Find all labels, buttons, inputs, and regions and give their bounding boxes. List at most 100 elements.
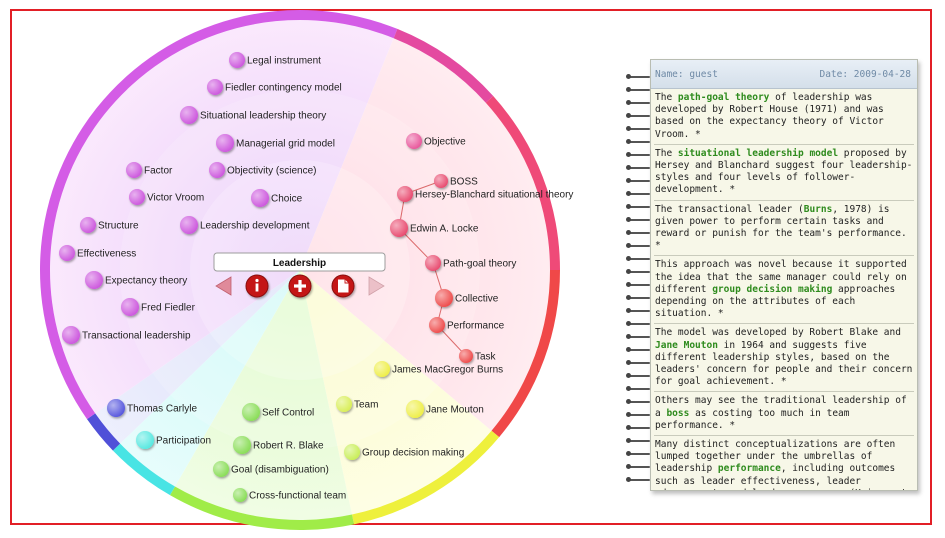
concept-node[interactable]: Edwin A. Locke: [390, 219, 479, 237]
concept-node[interactable]: Team: [336, 396, 378, 412]
node-label[interactable]: Hersey-Blanchard situational theory: [415, 190, 573, 201]
node-label[interactable]: Group decision making: [362, 448, 464, 459]
node-label[interactable]: Self Control: [262, 408, 314, 419]
node-highlight: [233, 436, 251, 454]
document-icon[interactable]: [331, 274, 355, 298]
node-highlight: [336, 396, 352, 412]
concept-node[interactable]: Thomas Carlyle: [107, 399, 197, 417]
node-label[interactable]: Robert R. Blake: [253, 441, 324, 452]
node-label[interactable]: Choice: [271, 194, 303, 205]
concept-node[interactable]: Factor: [126, 162, 173, 178]
note-keyword[interactable]: Jane Mouton: [655, 339, 718, 351]
node-label[interactable]: Legal instrument: [247, 56, 321, 67]
concept-node[interactable]: Objective: [406, 133, 466, 149]
concept-node[interactable]: Participation: [136, 431, 211, 449]
note-keyword[interactable]: situational leadership model: [677, 147, 839, 159]
concept-node[interactable]: Transactional leadership: [62, 326, 191, 344]
next-arrow-icon[interactable]: [368, 276, 385, 296]
concept-node[interactable]: Self Control: [242, 403, 314, 421]
note-entry: The situational leadership model propose…: [654, 145, 914, 201]
node-label[interactable]: Participation: [156, 436, 211, 447]
node-label[interactable]: Managerial grid model: [236, 139, 335, 150]
note-text: , including outcomes such as leader effe…: [655, 463, 907, 490]
note-keyword[interactable]: Burns: [803, 203, 833, 215]
concept-node[interactable]: James MacGregor Burns: [374, 361, 503, 377]
concept-nodes[interactable]: Legal instrument Fiedler contingency mode…: [59, 52, 573, 502]
node-highlight: [425, 255, 441, 271]
concept-node[interactable]: Structure: [80, 217, 139, 233]
binding-ring: [626, 437, 650, 445]
info-icon[interactable]: [245, 274, 269, 298]
binding-ring: [626, 476, 650, 484]
concept-node[interactable]: Objectivity (science): [209, 162, 316, 178]
node-label[interactable]: Fiedler contingency model: [225, 83, 342, 94]
concept-node[interactable]: Managerial grid model: [216, 134, 335, 152]
concept-node[interactable]: Cross-functional team: [233, 488, 346, 502]
concept-node[interactable]: Fred Fiedler: [121, 298, 196, 316]
sector-cyan: [120, 270, 301, 487]
concept-node[interactable]: Path-goal theory: [425, 255, 516, 271]
notepad-sheet: Name: guest Date: 2009-04-28 The path-go…: [650, 59, 918, 491]
concept-node[interactable]: Collective: [435, 289, 499, 307]
node-label[interactable]: Path-goal theory: [443, 259, 516, 270]
node-label[interactable]: Objective: [424, 137, 466, 148]
concept-node[interactable]: Legal instrument: [229, 52, 321, 68]
concept-node[interactable]: Victor Vroom: [129, 189, 204, 205]
node-label[interactable]: BOSS: [450, 177, 478, 188]
node-label[interactable]: Factor: [144, 166, 173, 177]
node-label[interactable]: Leadership development: [200, 221, 310, 232]
notepad: Name: guest Date: 2009-04-28 The path-go…: [626, 59, 918, 491]
node-label[interactable]: Edwin A. Locke: [410, 224, 479, 235]
node-label[interactable]: James MacGregor Burns: [392, 365, 503, 376]
node-label[interactable]: Effectiveness: [77, 249, 136, 260]
concept-node[interactable]: BOSS: [434, 174, 478, 188]
concept-node[interactable]: Effectiveness: [59, 245, 136, 261]
concept-node[interactable]: Hersey-Blanchard situational theory: [397, 186, 573, 202]
node-label[interactable]: Performance: [447, 321, 505, 332]
add-icon[interactable]: [288, 274, 312, 298]
concept-node[interactable]: Choice: [251, 189, 303, 207]
note-keyword[interactable]: performance: [717, 463, 781, 475]
node-label[interactable]: Cross-functional team: [249, 491, 346, 502]
node-label[interactable]: Task: [475, 352, 497, 363]
prev-arrow-icon[interactable]: [215, 276, 232, 296]
note-text: approaches depending on the attributes o…: [655, 283, 896, 320]
node-label[interactable]: Transactional leadership: [82, 331, 191, 342]
concept-node[interactable]: Expectancy theory: [85, 271, 187, 289]
node-label[interactable]: Victor Vroom: [147, 193, 204, 204]
node-label[interactable]: Expectancy theory: [105, 276, 187, 287]
concept-node[interactable]: Situational leadership theory: [180, 106, 326, 124]
node-label[interactable]: Structure: [98, 221, 139, 232]
concept-node[interactable]: Fiedler contingency model: [207, 79, 342, 95]
concept-node[interactable]: Performance: [429, 317, 505, 333]
note-keyword[interactable]: path-goal theory: [677, 92, 770, 103]
concept-node[interactable]: Group decision making: [344, 444, 464, 460]
node-label[interactable]: Thomas Carlyle: [127, 404, 197, 415]
note-keyword[interactable]: group decision making: [712, 283, 833, 295]
node-label[interactable]: Jane Mouton: [426, 405, 484, 416]
note-keyword[interactable]: boss: [666, 407, 690, 419]
node-label[interactable]: Objectivity (science): [227, 166, 316, 177]
sector-red-lower: [300, 270, 550, 431]
rim-segment: [170, 486, 355, 530]
node-label[interactable]: Goal (disambiguation): [231, 465, 329, 476]
note-entry: The transactional leader (Burns, 1978) i…: [654, 201, 914, 257]
node-highlight: [129, 189, 145, 205]
note-text: of leadership was developed by Robert Ho…: [655, 92, 884, 140]
node-highlight: [216, 134, 234, 152]
note-entries: The path-goal theory of leadership was d…: [651, 89, 917, 490]
concept-node[interactable]: Task: [459, 349, 497, 363]
node-label[interactable]: Team: [354, 400, 378, 411]
concept-node[interactable]: Leadership development: [180, 216, 310, 234]
concept-node[interactable]: Jane Mouton: [406, 400, 484, 418]
node-label[interactable]: Collective: [455, 294, 499, 305]
node-label[interactable]: Fred Fiedler: [141, 303, 196, 314]
user-name: Name: guest: [655, 68, 718, 80]
binding-ring: [626, 385, 650, 393]
concept-node[interactable]: Goal (disambiguation): [213, 461, 329, 477]
concept-node[interactable]: Robert R. Blake: [233, 436, 324, 454]
note-entry: Others may see the traditional leadershi…: [654, 392, 914, 437]
node-label[interactable]: Situational leadership theory: [200, 111, 326, 122]
note-text: This approach was novel because it suppo…: [655, 259, 907, 295]
